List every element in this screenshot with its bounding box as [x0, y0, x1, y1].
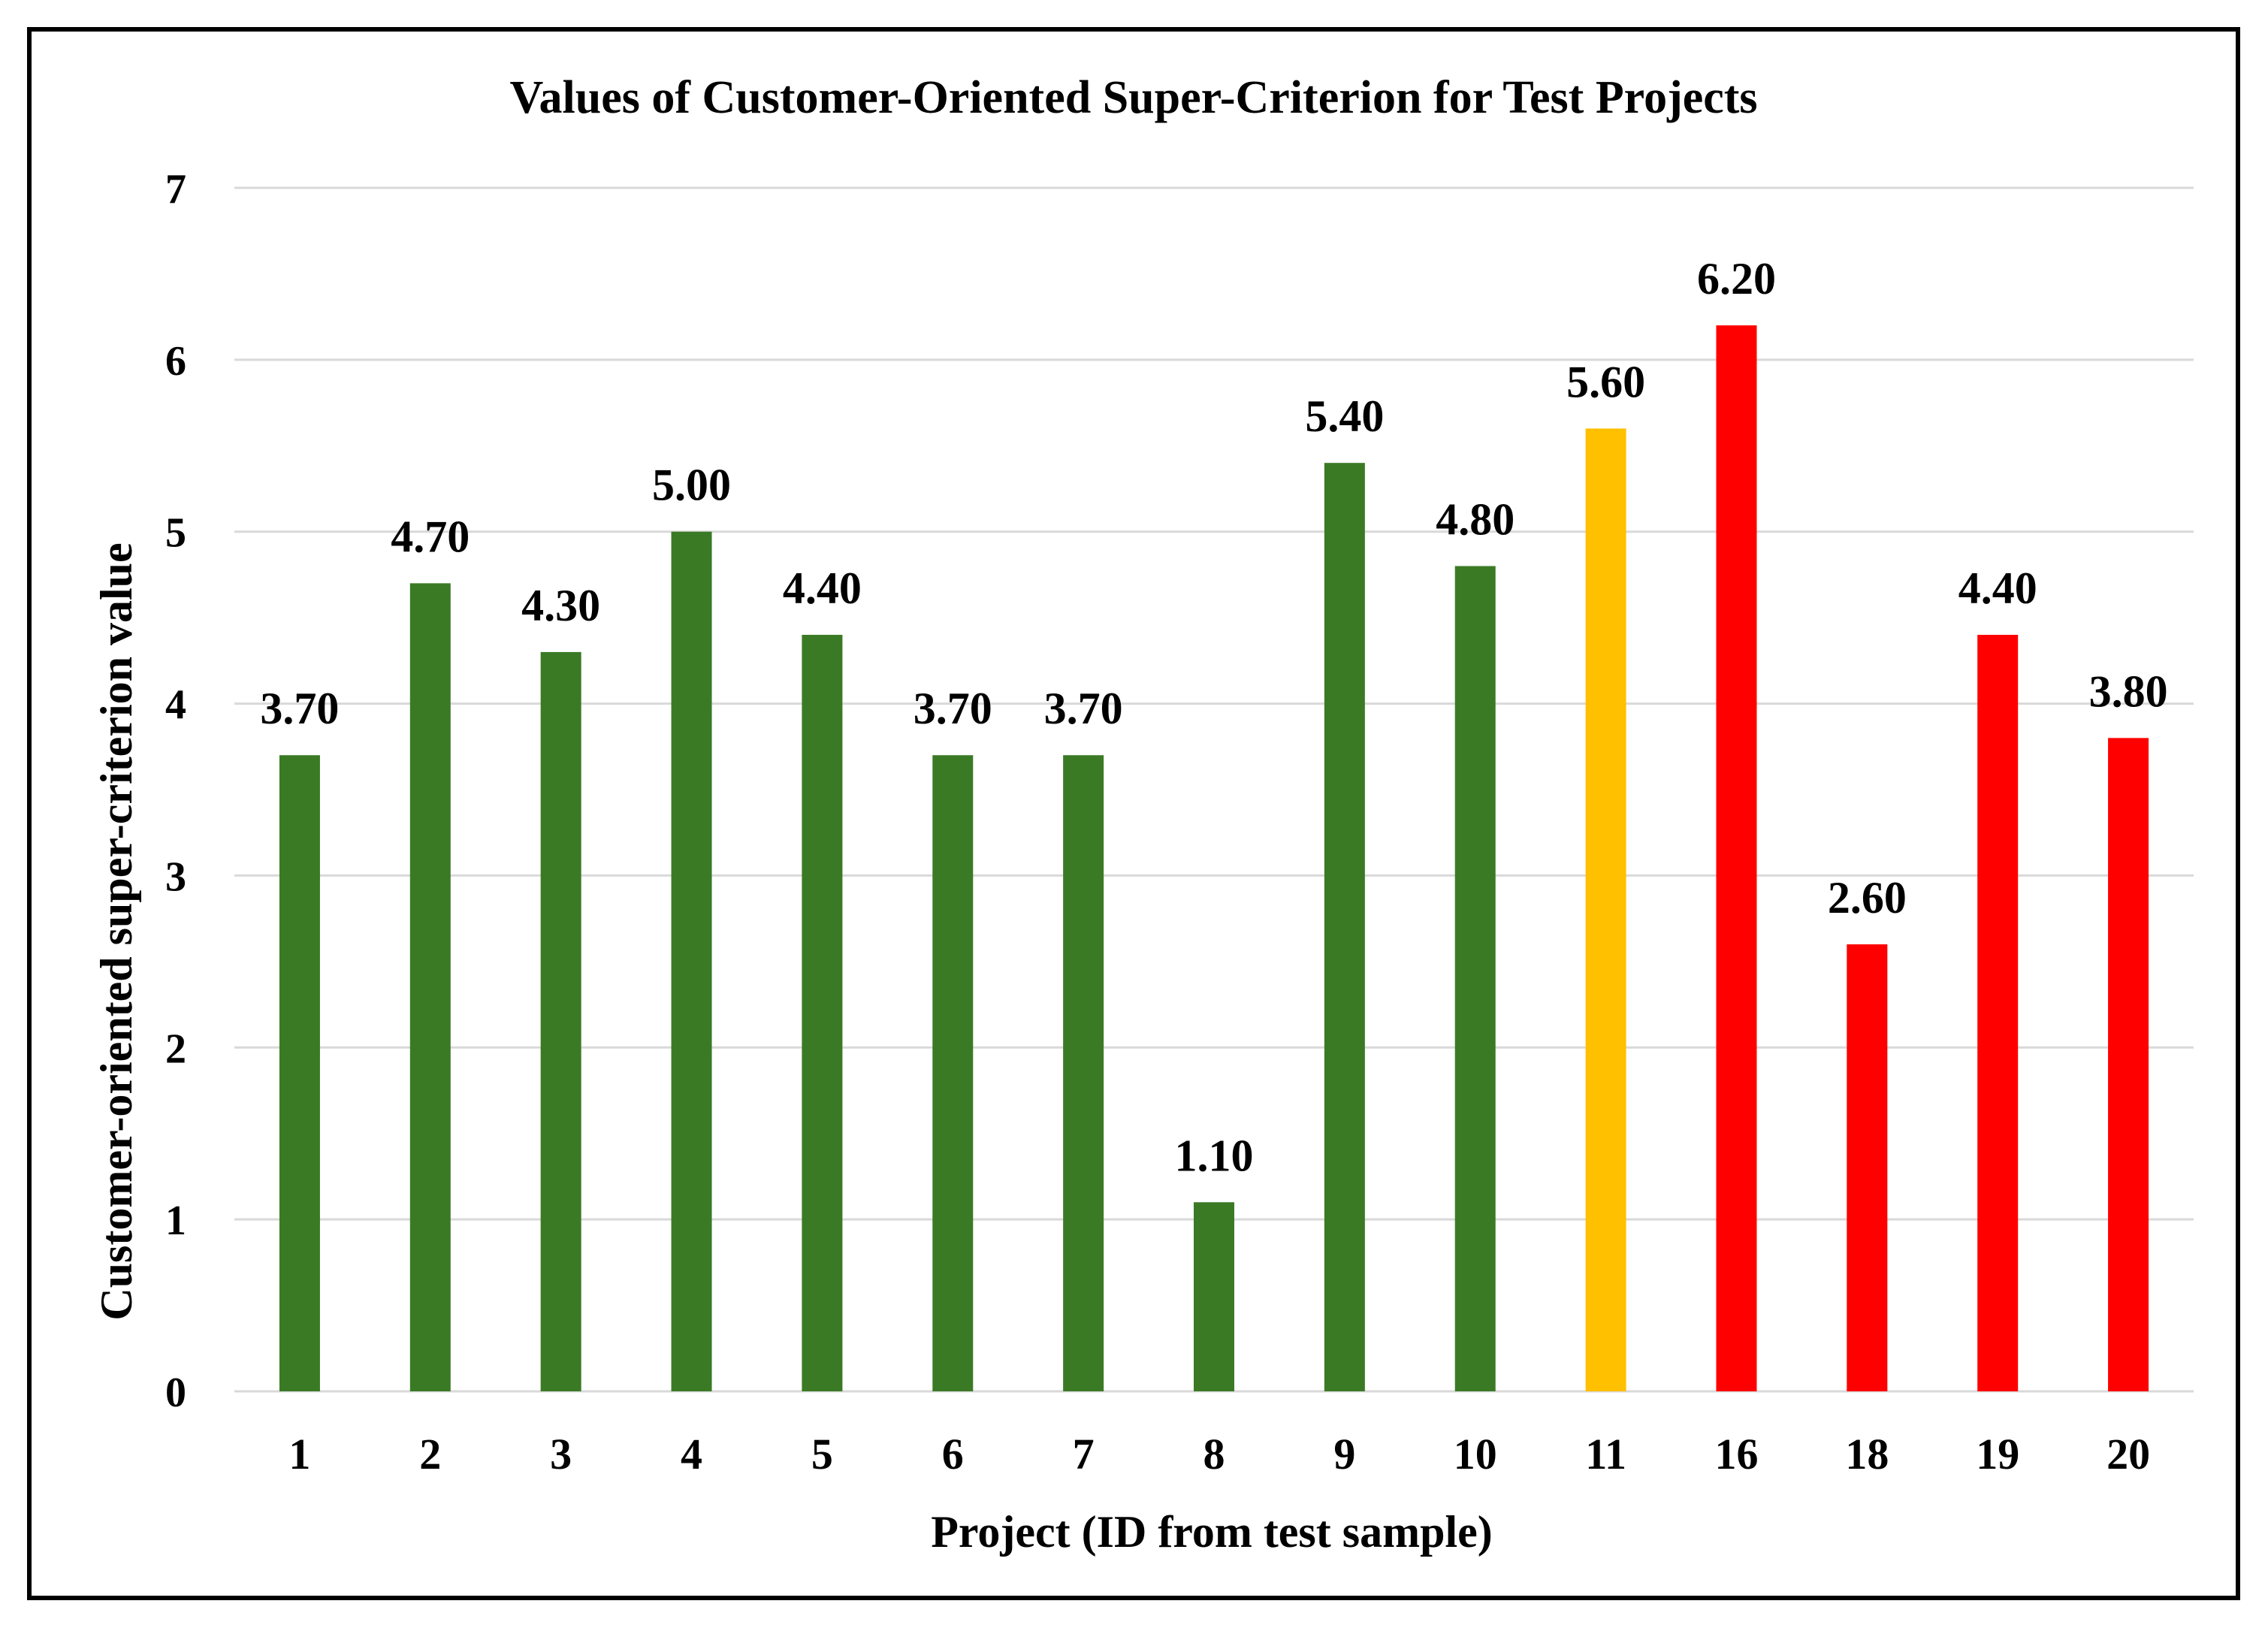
bar-8	[1194, 1202, 1234, 1391]
data-label: 5.40	[1305, 391, 1384, 441]
data-labels: 3.70 4.70 4.30 5.00 4.40 3.70 3.70 1.10 5.40 4.80…	[260, 254, 2167, 1180]
x-axis-ticks: 1 2 3 4 5 6 7 8 9 10 11 16 18 19 20	[288, 1430, 2150, 1478]
x-tick-label: 16	[1714, 1430, 1758, 1478]
data-label: 3.80	[2089, 666, 2168, 716]
data-label: 2.60	[1828, 873, 1907, 923]
chart-title: Values of Customer-Oriented Super-Criter…	[509, 72, 1757, 123]
x-tick-label: 18	[1845, 1430, 1889, 1478]
bar-19	[1977, 635, 2019, 1391]
data-label: 5.60	[1566, 357, 1645, 406]
data-label: 6.20	[1697, 254, 1776, 304]
bar-4	[671, 531, 712, 1391]
x-tick-label: 2	[419, 1430, 441, 1478]
y-axis-title: Customer-oriented super-criterion value	[92, 542, 141, 1320]
x-tick-label: 7	[1073, 1430, 1095, 1478]
y-tick-label: 7	[165, 166, 186, 213]
x-tick-label: 8	[1203, 1430, 1225, 1478]
bar-9	[1324, 463, 1365, 1392]
y-tick-label: 2	[165, 1025, 186, 1072]
bar-18	[1847, 944, 1888, 1391]
bar-3	[540, 651, 581, 1391]
data-label: 3.70	[260, 684, 339, 733]
x-axis-title: Project (ID from test sample)	[931, 1507, 1493, 1557]
x-tick-label: 4	[681, 1430, 702, 1478]
bar-6	[932, 755, 974, 1391]
y-tick-label: 6	[165, 338, 186, 385]
y-tick-label: 3	[165, 853, 186, 900]
x-tick-label: 5	[811, 1430, 833, 1478]
data-label: 4.40	[783, 563, 862, 613]
bar-16	[1716, 325, 1757, 1392]
bar-11	[1585, 428, 1626, 1391]
data-label: 4.30	[521, 581, 600, 630]
x-tick-label: 20	[2106, 1430, 2150, 1478]
data-label: 3.70	[914, 684, 992, 733]
data-label: 3.70	[1044, 684, 1123, 733]
x-tick-label: 3	[550, 1430, 572, 1478]
y-axis-ticks: 0 1 2 3 4 5 6 7	[165, 166, 186, 1416]
data-label: 1.10	[1175, 1131, 1254, 1180]
bar-20	[2108, 738, 2149, 1391]
x-tick-label: 1	[288, 1430, 310, 1478]
bar-7	[1063, 755, 1104, 1391]
bar-10	[1454, 566, 1496, 1391]
data-label: 4.80	[1436, 494, 1515, 544]
bars	[279, 325, 2149, 1392]
data-label: 4.40	[1958, 563, 2037, 613]
x-tick-label: 11	[1585, 1430, 1626, 1478]
bar-2	[409, 583, 451, 1392]
bar-1	[279, 755, 320, 1391]
y-tick-label: 1	[165, 1198, 186, 1244]
x-tick-label: 9	[1333, 1430, 1355, 1478]
x-tick-label: 6	[942, 1430, 964, 1478]
y-tick-label: 0	[165, 1370, 186, 1416]
bar-5	[802, 635, 843, 1391]
data-label: 5.00	[652, 461, 731, 510]
x-tick-label: 19	[1976, 1430, 2019, 1478]
data-label: 4.70	[391, 512, 470, 561]
x-tick-label: 10	[1454, 1430, 1497, 1478]
y-tick-label: 4	[165, 682, 186, 729]
y-tick-label: 5	[165, 510, 186, 557]
